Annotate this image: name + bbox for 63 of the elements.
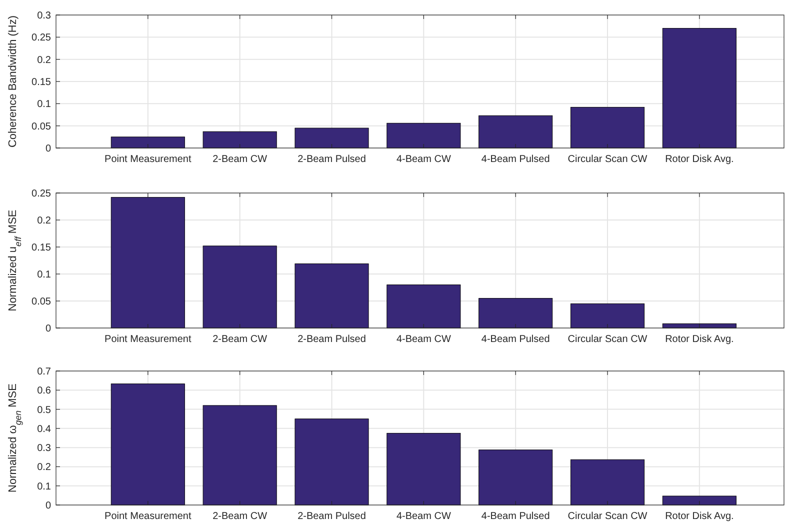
x-tick-label: Point Measurement (104, 334, 192, 345)
x-tick-label: Circular Scan CW (568, 154, 648, 165)
bar (570, 106, 645, 148)
y-tick-label: 0.4 (37, 424, 52, 435)
bar (386, 122, 461, 148)
x-tick-label: 2-Beam CW (212, 334, 268, 345)
x-tick-label: 2-Beam Pulsed (298, 154, 366, 165)
x-tick-label: Rotor Disk Avg. (665, 511, 734, 522)
bar (570, 459, 645, 506)
x-tick-label: 4-Beam CW (396, 511, 452, 522)
x-tick-label: 4-Beam Pulsed (481, 154, 550, 165)
bar (662, 28, 736, 148)
x-tick-label: Rotor Disk Avg. (665, 334, 734, 345)
y-tick-label: 0.05 (32, 121, 52, 132)
bar (478, 450, 553, 506)
y-tick-label: 0 (45, 324, 52, 334)
bar (202, 246, 277, 328)
y-tick-label: 0.2 (37, 54, 52, 66)
y-tick-label: 0.15 (32, 242, 52, 254)
y-tick-label: 0.1 (37, 99, 52, 110)
bar (662, 496, 736, 506)
bar (202, 131, 277, 148)
bar (110, 136, 185, 148)
bar (570, 303, 645, 328)
y-tick-label: 0.1 (37, 270, 52, 280)
x-tick-label: 2-Beam Pulsed (298, 511, 366, 522)
y-tick-label: 0.3 (37, 443, 52, 454)
x-tick-label: 2-Beam Pulsed (298, 334, 366, 345)
y-tick-label: 0.7 (37, 366, 52, 378)
x-tick-label: Point Measurement (104, 154, 192, 165)
bar (294, 128, 369, 148)
bar (386, 284, 461, 328)
x-tick-label: Point Measurement (104, 511, 192, 522)
x-tick-label: 2-Beam CW (212, 154, 268, 165)
y-tick-label: 0.6 (37, 386, 52, 397)
y-tick-label: 0.1 (37, 481, 52, 492)
x-tick-label: 2-Beam CW (212, 511, 268, 522)
y-tick-label: 0.25 (32, 32, 52, 44)
x-tick-label: 4-Beam Pulsed (481, 334, 550, 345)
bar (110, 384, 185, 506)
x-tick-label: Circular Scan CW (568, 334, 648, 345)
y-tick-label: 0.25 (32, 188, 52, 200)
y-tick-label: 0.2 (37, 216, 52, 226)
x-tick-label: 4-Beam CW (396, 154, 452, 165)
y-tick-label: 0 (45, 144, 52, 154)
x-tick-label: 4-Beam Pulsed (481, 511, 550, 522)
y-tick-label: 0.05 (32, 296, 52, 308)
y-tick-label: 0 (45, 500, 52, 512)
x-tick-label: Circular Scan CW (568, 511, 648, 522)
y-tick-label: 0.3 (37, 10, 52, 22)
bar (478, 298, 553, 328)
bar (294, 418, 369, 506)
x-tick-label: 4-Beam CW (396, 334, 452, 345)
bar (478, 115, 553, 148)
y-tick-label: 0.15 (32, 77, 52, 88)
bar (386, 432, 461, 506)
y-tick-label: 0.2 (37, 462, 52, 474)
y-tick-label: 0.5 (37, 404, 52, 416)
x-tick-label: Rotor Disk Avg. (665, 154, 734, 165)
y-axis-title: Coherence Bandwidth (Hz) (7, 15, 19, 148)
bar (294, 263, 369, 328)
bar (110, 197, 185, 328)
bar (202, 405, 277, 506)
